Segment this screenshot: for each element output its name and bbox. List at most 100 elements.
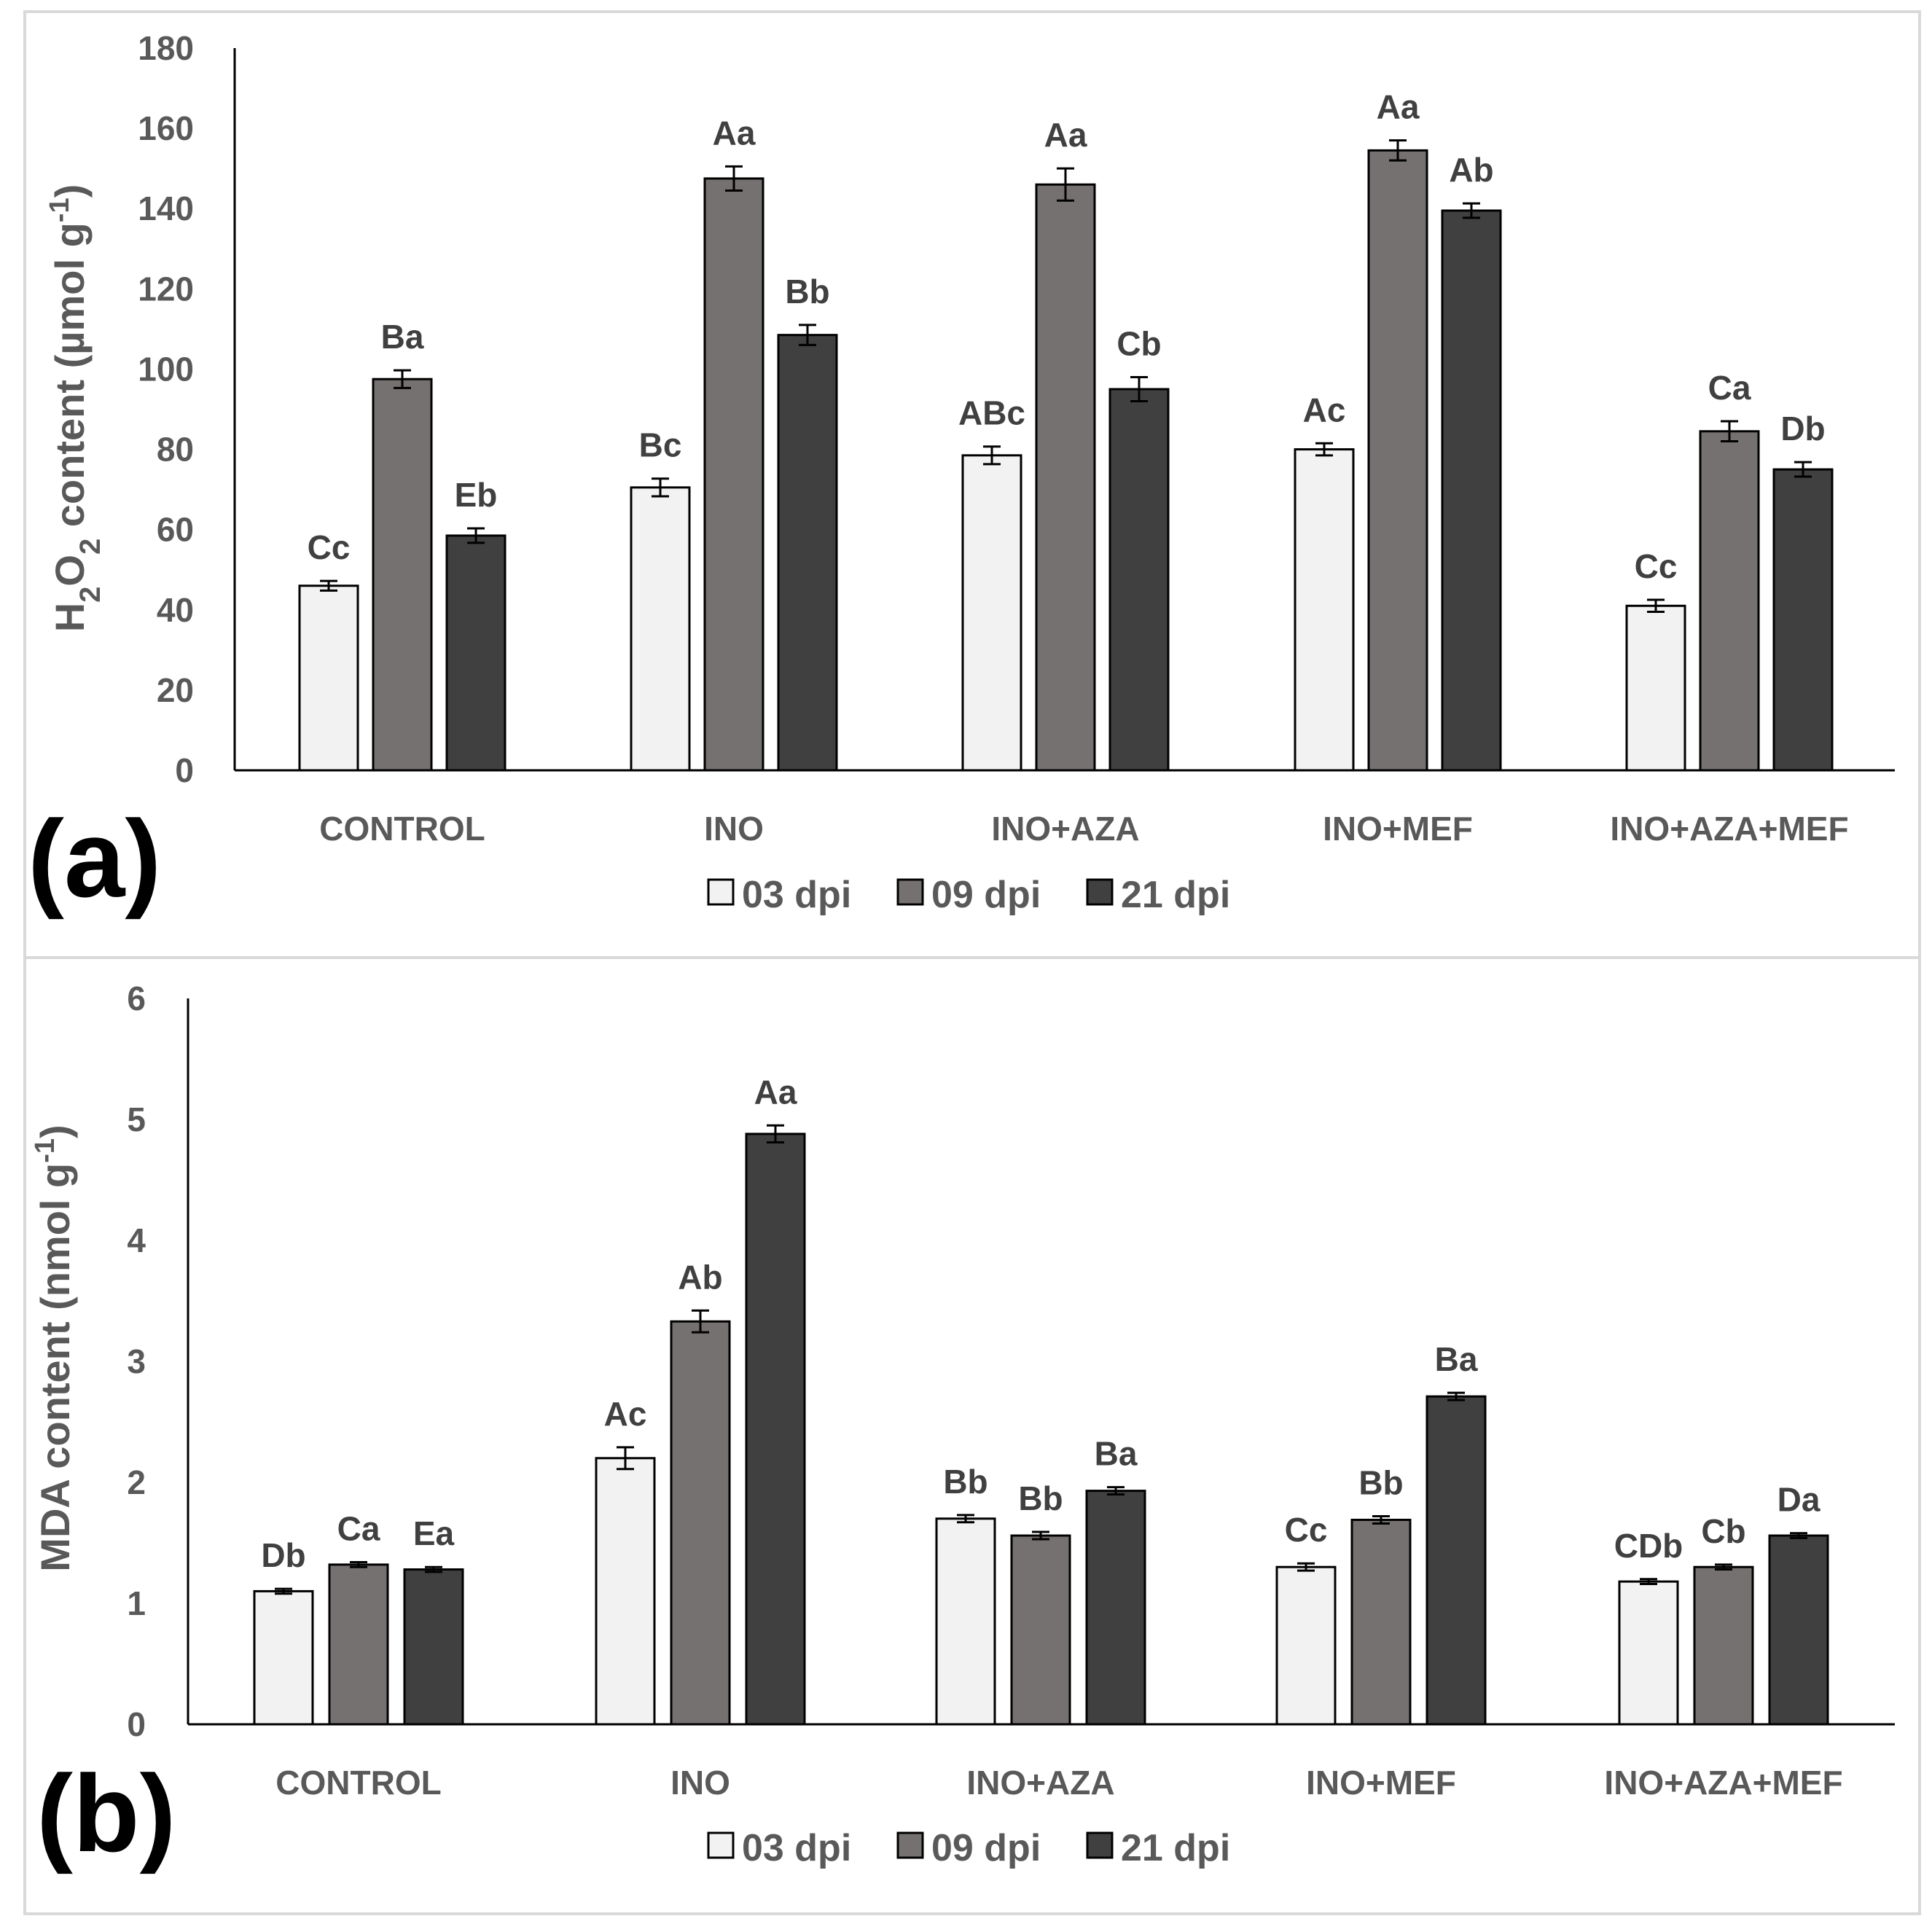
chart-panel-a: 0 20 40 60 80 100 120 140 160 180 H2O2 content (µ… [28,29,1895,920]
y-tick-label: 5 [127,1100,146,1138]
data-label: Ca [1708,369,1751,407]
legend-swatch [896,1831,924,1859]
y-tick-label: 80 [157,431,194,469]
bars-b: Db Ca Ea Ac Ab Aa Bb Bb Ba Cc Bb Ba CDb Cb Da [253,1073,1829,1726]
bar-09-dpi [1035,183,1096,772]
bar-03-dpi [1618,1580,1679,1726]
y-tick-label: 60 [157,511,194,549]
legend-label: 21 dpi [1121,874,1230,916]
y-tick-label: 0 [175,751,194,789]
bar-21-dpi [1772,468,1834,772]
y-tick-label: 20 [157,671,194,709]
y-axis-ticks-b: 0 1 2 3 4 5 6 [127,979,146,1743]
bar-03-dpi [935,1517,996,1726]
y-tick-label: 1 [127,1584,146,1622]
bar-21-dpi [1441,209,1502,772]
category-labels-b: CONTROL INO INO+AZA INO+MEF INO+AZA+MEF [275,1764,1842,1802]
y-tick-label: 6 [127,979,146,1017]
data-label: Db [261,1536,305,1574]
bar-03-dpi [961,454,1022,772]
legend-label: 03 dpi [742,1827,851,1869]
y-tick-label: 2 [127,1463,146,1501]
bar-03-dpi [595,1457,656,1726]
bar-03-dpi [630,486,691,772]
data-label: Bb [785,273,829,310]
bar-09-dpi [372,378,433,772]
legend-swatch [707,878,735,906]
category-label: INO [670,1764,730,1802]
data-label: Ab [678,1258,722,1296]
legend-swatch [1086,1831,1114,1859]
data-label: Cb [1701,1512,1745,1550]
bar-09-dpi [1367,149,1428,772]
bar-03-dpi [1625,604,1686,772]
data-label: Ba [1435,1340,1478,1378]
data-label: Ea [413,1514,455,1552]
bar-03-dpi [298,584,359,772]
legend-swatch [707,1831,735,1859]
data-label: Ba [1095,1435,1138,1473]
bar-21-dpi [1768,1534,1829,1726]
legend-label: 09 dpi [931,1827,1041,1869]
bar-21-dpi [745,1133,806,1726]
legend-a: 03 dpi 09 dpi 21 dpi [707,874,1230,916]
category-label: CONTROL [319,810,485,848]
category-label: INO [704,810,764,848]
y-tick-label: 4 [127,1221,146,1259]
bar-03-dpi [1275,1565,1337,1726]
bar-03-dpi [1294,448,1355,772]
panel-label-a: (a) [28,797,161,920]
data-label: Aa [754,1073,797,1111]
legend-label: 09 dpi [931,874,1041,916]
data-label: Cc [1635,547,1678,585]
legend-swatch [896,878,924,906]
bar-09-dpi [1699,430,1760,772]
legend-b: 03 dpi 09 dpi 21 dpi [707,1827,1230,1869]
category-label: INO+MEF [1323,810,1473,848]
legend-label: 21 dpi [1121,1827,1230,1869]
data-label: Bb [1018,1479,1063,1517]
y-axis-title-b: MDA content (nmol g-1) [30,1125,78,1571]
data-label: Bb [943,1463,987,1501]
data-label: Ca [337,1510,380,1548]
bar-09-dpi [328,1563,389,1726]
legend-label: 03 dpi [742,874,851,916]
data-label: Ba [381,318,424,356]
data-label: Ac [604,1395,647,1433]
bar-21-dpi [1108,388,1170,772]
bar-21-dpi [403,1568,464,1726]
y-tick-label: 0 [127,1705,146,1743]
data-label: Ac [1303,391,1346,429]
data-label: Da [1777,1481,1820,1519]
category-label: INO+MEF [1306,1764,1456,1802]
data-label: Bc [639,426,682,464]
data-label: Db [1780,410,1825,447]
y-axis-ticks-a: 0 20 40 60 80 100 120 140 160 180 [138,29,194,789]
data-label: Cc [308,528,351,566]
y-tick-label: 180 [138,29,194,67]
y-tick-label: 160 [138,109,194,147]
chart-panel-b: 0 1 2 3 4 5 6 MDA content (nmol g-1) Db Ca Ea Ac A… [30,979,1895,1874]
bar-03-dpi [253,1589,314,1726]
data-label: Ab [1449,151,1493,189]
bar-09-dpi [1693,1565,1754,1726]
data-label: ABc [958,394,1025,432]
category-label: INO+AZA+MEF [1610,810,1848,848]
bar-09-dpi [670,1320,731,1726]
bar-09-dpi [1010,1534,1071,1726]
data-label: Eb [455,476,498,514]
data-label: Aa [713,114,756,152]
category-label: INO+AZA [966,1764,1114,1802]
bar-21-dpi [1425,1395,1487,1726]
y-tick-label: 100 [138,350,194,388]
y-tick-label: 40 [157,591,194,629]
bar-09-dpi [703,177,764,772]
y-axis-title-a: H2O2 content (µmol g-1) [44,184,106,633]
data-label: CDb [1614,1527,1683,1565]
bar-21-dpi [445,534,507,772]
category-label: INO+AZA [991,810,1139,848]
data-label: Aa [1377,88,1420,126]
data-label: Cc [1285,1511,1328,1549]
category-labels-a: CONTROL INO INO+AZA INO+MEF INO+AZA+MEF [319,810,1848,848]
